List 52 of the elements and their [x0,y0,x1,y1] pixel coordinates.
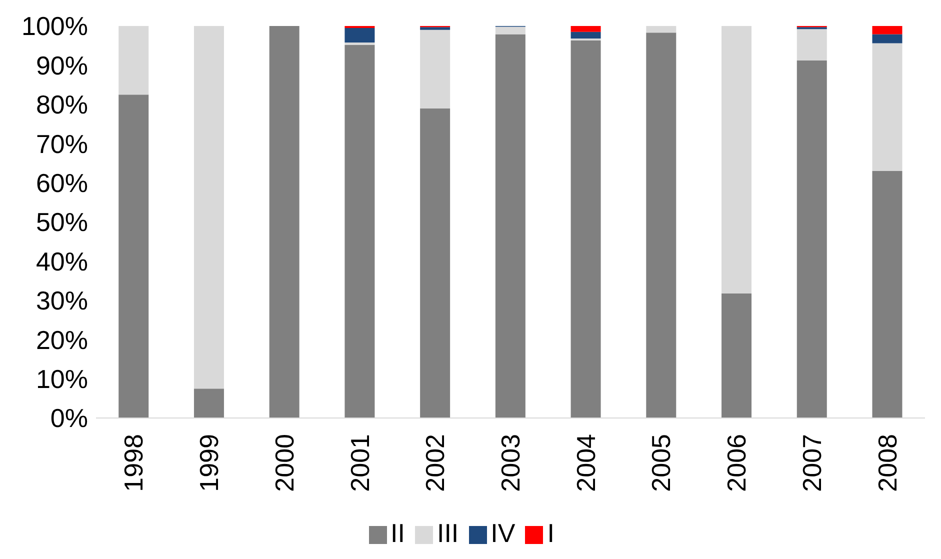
bar [118,26,149,95]
bar [872,43,902,172]
y-tick-label: 80% [36,90,88,120]
bar [495,26,526,34]
legend-label: II [390,518,405,548]
bar [872,171,902,418]
x-tick-label: 2006 [722,434,752,492]
bar [344,44,375,418]
y-tick-label: 100% [22,11,88,42]
bar [194,388,224,418]
bar [796,60,827,418]
bar [194,26,224,389]
y-tick-label: 40% [36,246,88,276]
y-tick-label: 60% [36,168,88,198]
x-tick-label: 1998 [118,434,149,492]
bar [269,26,300,418]
y-tick-label: 90% [36,50,88,80]
bar [722,26,752,294]
y-tick-label: 30% [36,286,88,316]
bar [420,108,450,418]
legend-label: III [436,518,459,548]
bar [872,26,902,34]
x-tick-label: 2002 [420,434,450,492]
bar [420,30,450,108]
bar [118,94,149,418]
y-tick-label: 0% [50,403,88,434]
x-tick-label: 2004 [570,434,601,492]
x-tick-label: 2003 [496,434,526,492]
x-tick-label: 2000 [269,434,300,492]
y-tick-label: 50% [36,207,88,238]
bar [796,29,827,60]
x-tick-label: 2007 [796,434,827,492]
bar [344,28,375,42]
bar [722,293,752,418]
bar [872,34,902,44]
bar [570,40,601,418]
bar [495,34,526,418]
bar [646,32,676,418]
x-tick-label: 2005 [646,434,676,492]
bar [344,42,375,45]
x-tick-label: 2008 [872,434,902,492]
bar [646,26,676,33]
bar [570,32,601,39]
y-tick-label: 10% [36,364,88,394]
legend-label: I [547,518,554,548]
x-tick-label: 1999 [194,434,224,492]
x-tick-label: 2001 [344,434,375,492]
bar [570,26,601,32]
legend-label: IV [490,518,516,548]
bar [420,27,450,30]
y-tick-label: 70% [36,128,88,159]
y-tick-label: 20% [36,324,88,355]
